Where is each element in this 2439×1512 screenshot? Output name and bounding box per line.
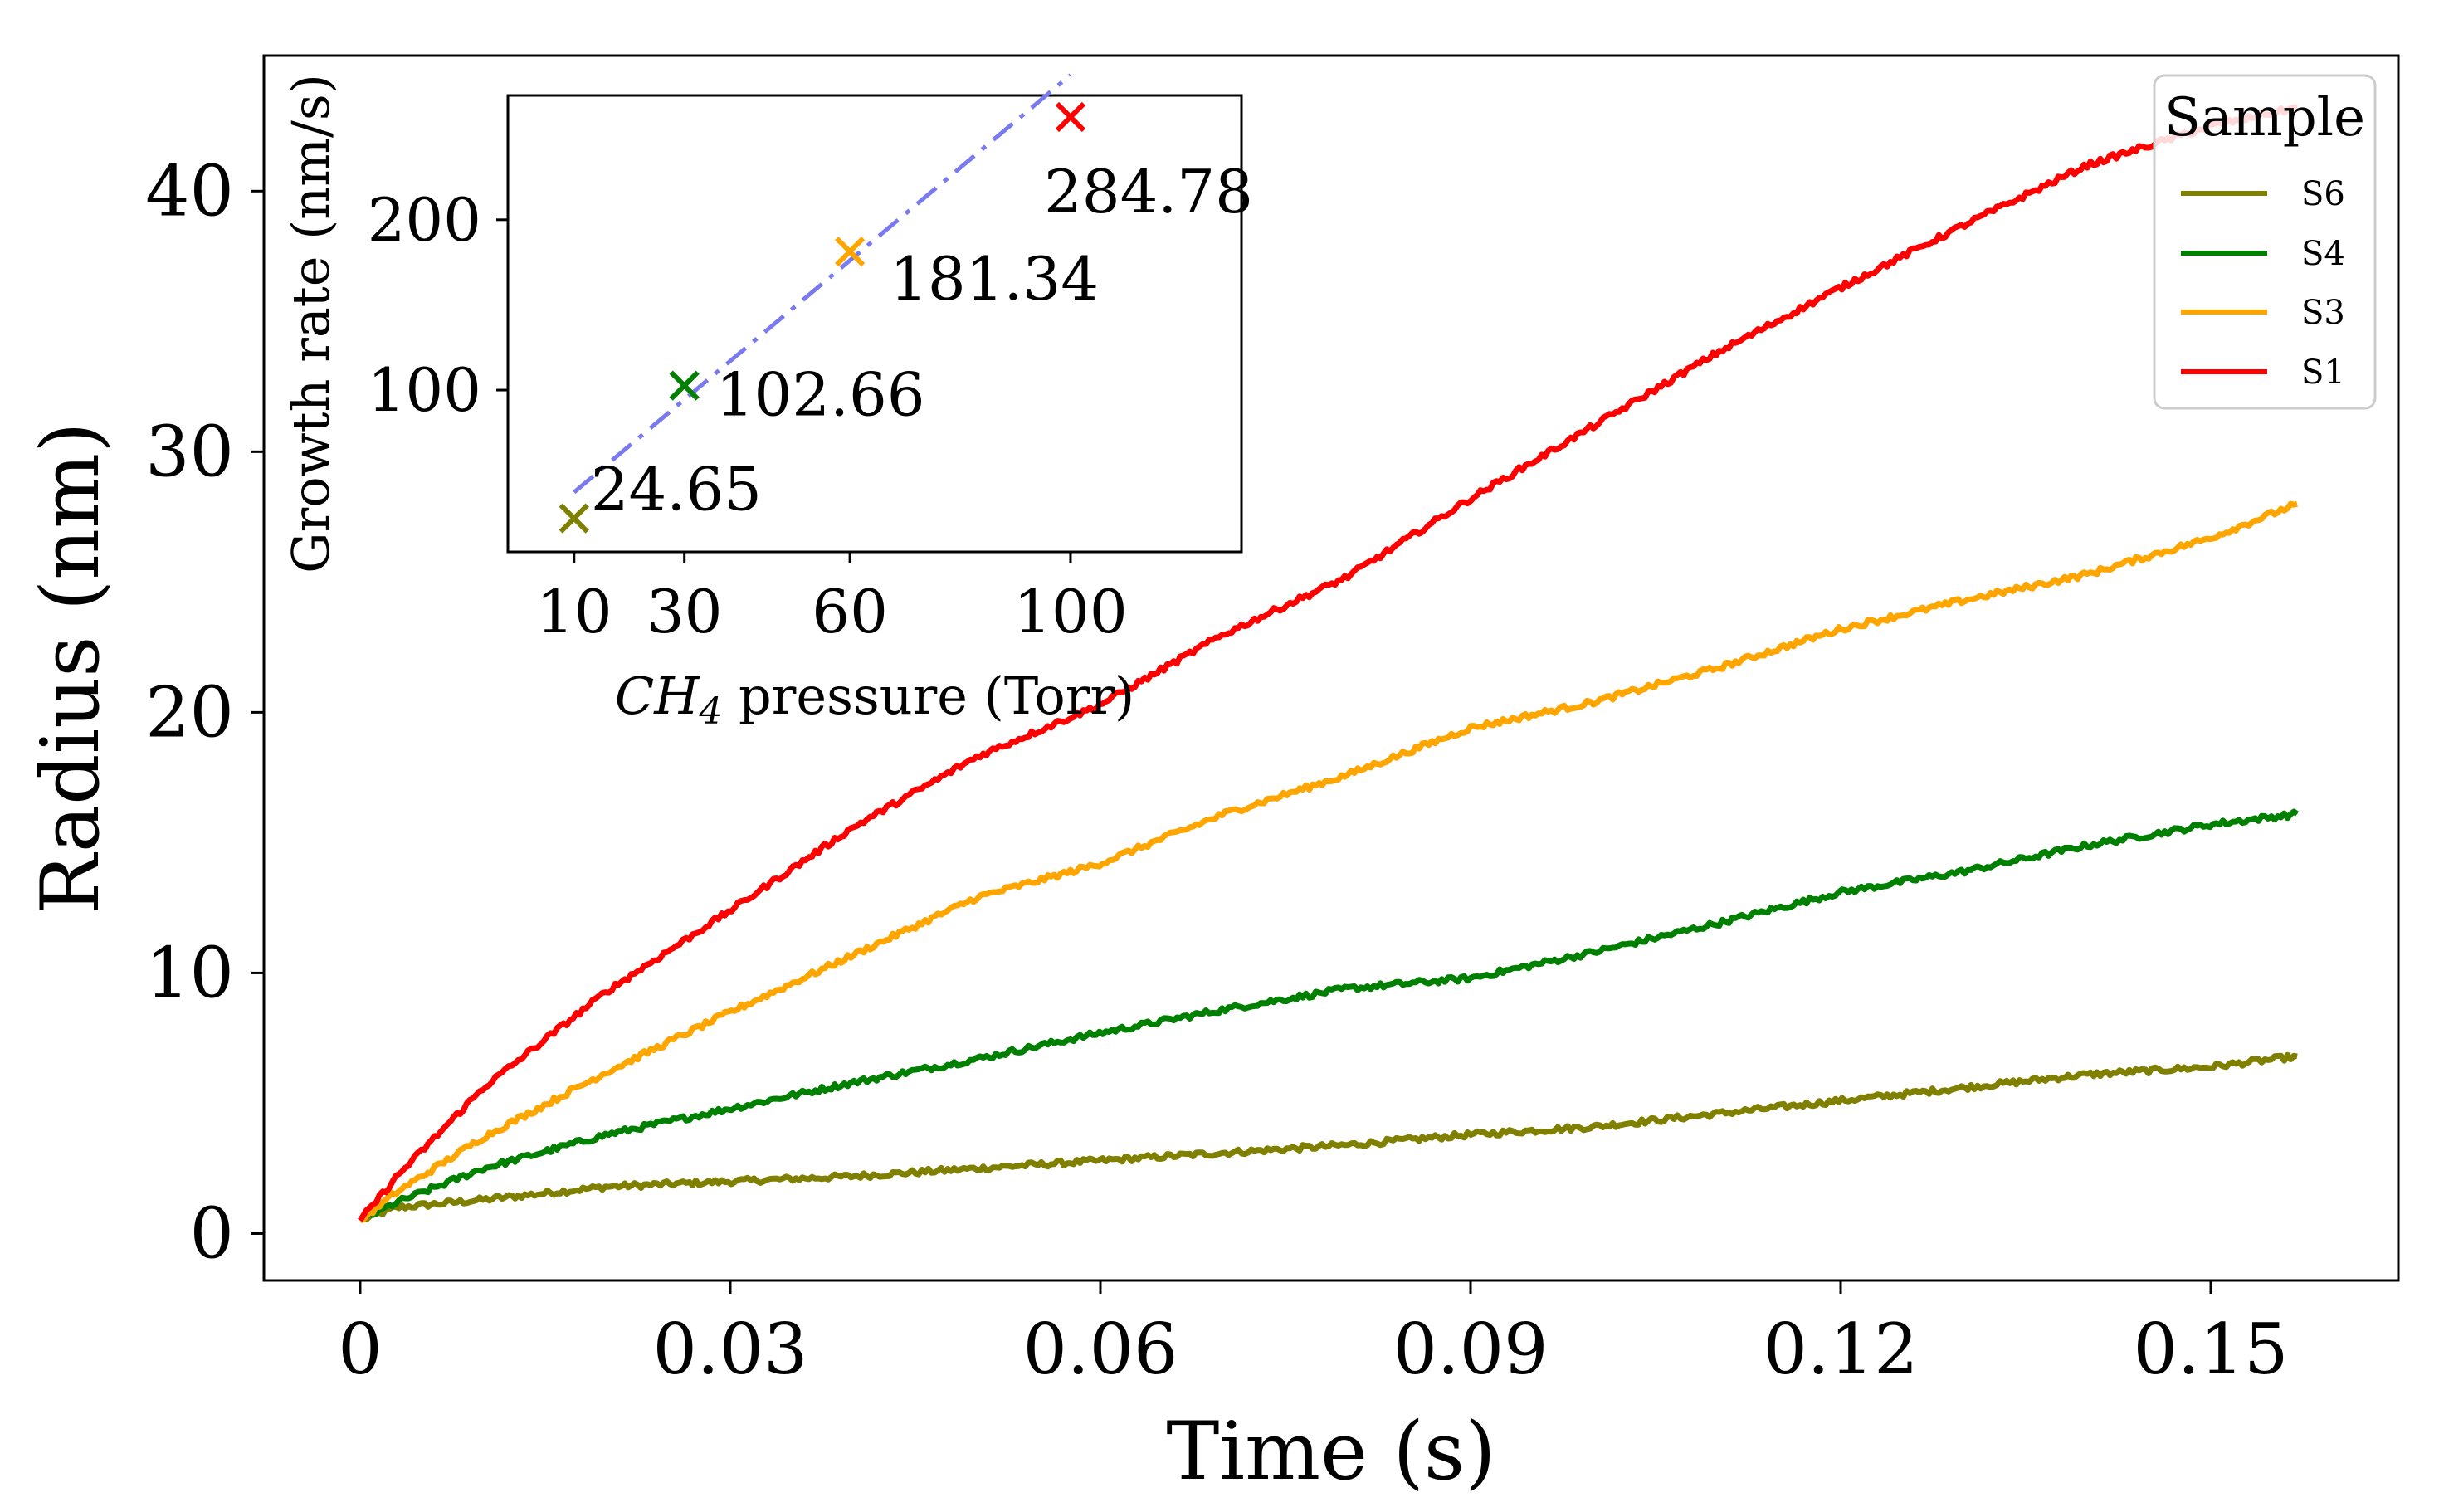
main-y-tick-label: 20 [145,671,234,753]
main-x-axis-label: Time (s) [1166,1405,1495,1498]
main-y-tick-label: 0 [190,1193,234,1274]
inset-x-tick-label: 10 [536,577,612,646]
main-x-tick-label: 0.15 [2134,1309,2289,1390]
inset-x-tick-label: 30 [646,577,723,646]
inset-x-tick-label: 100 [1013,577,1127,646]
inset-x-ticks: 10 30 60 100 [536,552,1128,646]
main-x-tick-label: 0.03 [652,1309,807,1390]
series-line-s3 [359,500,2298,1224]
legend-label-s4: S4 [2301,235,2345,273]
inset-fit-line [573,73,1072,495]
main-y-tick-label: 30 [145,411,234,492]
main-plot-area: 0 0.03 0.06 0.09 0.12 0.15 0 10 20 30 40 Time (s)… [24,54,2400,1498]
inset-y-ticks: 100 200 [368,185,508,425]
legend-label-s1: S1 [2301,354,2345,392]
inset-y-axis-label: Growth rate (nm/s) [280,74,341,573]
inset-point-label: 284.78 [1044,157,1253,227]
inset-point-marker [559,503,589,534]
main-series-group [358,104,2300,1224]
main-x-ticks: 0 0.03 0.06 0.09 0.12 0.15 [338,1280,2289,1390]
main-y-tick-label: 40 [145,150,234,232]
main-x-tick-label: 0.09 [1393,1309,1548,1390]
main-x-tick-label: 0 [338,1309,382,1390]
inset-x-axis-label: CH4 pressure (Torr) [615,666,1134,733]
main-y-tick-label: 10 [145,932,234,1013]
main-x-tick-label: 0.06 [1022,1309,1178,1390]
inset-x-tick-label: 60 [812,577,888,646]
series-line-s1 [358,104,2298,1222]
main-y-axis-label: Radius (nm) [24,422,117,914]
legend-label-s3: S3 [2301,294,2345,332]
inset-point-marker [669,370,700,401]
inset-point-marker [834,236,866,267]
inset-y-tick-label: 200 [368,185,481,255]
inset-points: 24.65 102.66 181.34 284.78 [559,101,1253,534]
inset-point-marker [1055,101,1086,133]
main-y-ticks: 0 10 20 30 40 [145,150,264,1274]
legend: Sample S6 S4 S3 S1 [2153,74,2377,410]
main-plot-frame [262,54,2400,1282]
series-line-s6 [359,1051,2298,1223]
inset-point-label: 102.66 [716,360,925,430]
inset-plot-area: 24.65 102.66 181.34 284.78 10 30 60 100 100 200… [280,73,1253,733]
inset-plot-frame [506,94,1243,554]
inset-point-label: 181.34 [890,244,1099,314]
legend-box [2153,74,2377,410]
inset-y-tick-label: 100 [368,355,481,425]
series-line-s4 [358,808,2300,1223]
legend-entries: S6 S4 S3 S1 [2181,175,2345,392]
legend-title: Sample [2164,87,2365,149]
inset-point-label: 24.65 [591,455,762,524]
main-x-tick-label: 0.12 [1763,1309,1918,1390]
legend-label-s6: S6 [2301,175,2345,213]
